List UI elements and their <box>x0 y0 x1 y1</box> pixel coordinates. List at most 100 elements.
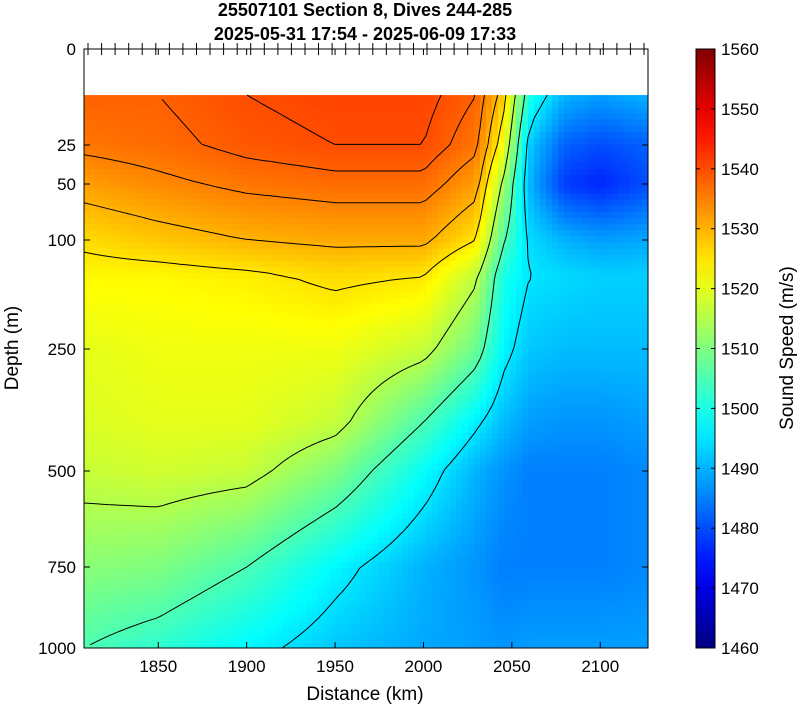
field-cell <box>636 328 643 336</box>
field-cell <box>480 254 487 262</box>
field-cell <box>348 131 355 139</box>
field-cell <box>444 334 451 342</box>
field-cell <box>132 193 139 201</box>
field-cell <box>264 211 271 219</box>
field-cell <box>372 383 379 391</box>
field-cell <box>378 414 385 422</box>
field-cell <box>582 95 589 102</box>
field-cell <box>396 359 403 366</box>
field-cell <box>534 242 541 250</box>
field-cell <box>96 371 103 379</box>
field-cell <box>378 334 385 342</box>
field-cell <box>498 224 505 231</box>
field-cell <box>438 322 445 330</box>
field-cell <box>288 365 295 373</box>
field-cell <box>270 101 277 108</box>
field-cell <box>240 408 247 416</box>
field-cell <box>576 322 583 330</box>
field-cell <box>162 205 169 213</box>
field-cell <box>258 389 265 397</box>
field-cell <box>588 316 595 323</box>
field-cell <box>612 383 619 391</box>
field-cell <box>366 168 373 176</box>
field-cell <box>462 107 469 115</box>
field-cell <box>318 260 325 268</box>
field-cell <box>558 365 565 373</box>
field-cell <box>84 95 91 102</box>
field-cell <box>438 365 445 373</box>
field-cell <box>630 138 637 145</box>
field-cell <box>414 217 421 225</box>
field-cell <box>198 322 205 330</box>
field-cell <box>108 371 115 379</box>
field-cell <box>600 396 607 403</box>
field-cell <box>480 402 487 409</box>
field-cell <box>492 168 499 176</box>
field-cell <box>312 408 319 416</box>
field-cell <box>318 328 325 336</box>
field-cell <box>570 125 577 133</box>
field-cell <box>450 260 457 268</box>
field-cell <box>306 353 313 360</box>
field-cell <box>360 181 367 188</box>
field-cell <box>180 303 187 311</box>
field-cell <box>420 365 427 373</box>
field-cell <box>228 138 235 145</box>
field-cell <box>120 260 127 268</box>
field-cell <box>624 260 631 268</box>
field-cell <box>444 310 451 317</box>
field-cell <box>510 230 517 237</box>
field-cell <box>606 144 613 151</box>
field-cell <box>174 236 181 244</box>
field-cell <box>546 396 553 403</box>
field-cell <box>474 285 481 293</box>
field-cell <box>450 328 457 336</box>
field-cell <box>564 353 571 360</box>
field-cell <box>234 224 241 231</box>
field-cell <box>180 224 187 231</box>
field-cell <box>264 322 271 330</box>
field-cell <box>336 113 343 121</box>
field-cell <box>432 138 439 145</box>
field-cell <box>516 101 523 108</box>
field-cell <box>498 365 505 373</box>
field-cell <box>252 119 259 127</box>
field-cell <box>114 316 121 323</box>
field-cell <box>564 297 571 305</box>
field-cell <box>84 224 91 231</box>
field-cell <box>330 340 337 348</box>
field-cell <box>162 365 169 373</box>
field-cell <box>282 236 289 244</box>
field-cell <box>558 402 565 409</box>
field-cell <box>486 242 493 250</box>
field-cell <box>486 414 493 422</box>
field-cell <box>246 125 253 133</box>
field-cell <box>198 396 205 403</box>
field-cell <box>480 224 487 231</box>
field-cell <box>588 205 595 213</box>
field-cell <box>246 174 253 182</box>
field-cell <box>174 101 181 108</box>
field-cell <box>402 138 409 145</box>
field-cell <box>282 346 289 354</box>
field-cell <box>510 316 517 323</box>
field-cell <box>90 230 97 237</box>
field-cell <box>492 402 499 409</box>
field-cell <box>486 254 493 262</box>
field-cell <box>414 125 421 133</box>
field-cell <box>144 162 151 170</box>
field-cell <box>462 359 469 366</box>
field-cell <box>138 95 145 102</box>
field-cell <box>222 199 229 207</box>
field-cell <box>138 199 145 207</box>
field-cell <box>612 224 619 231</box>
field-cell <box>492 107 499 115</box>
field-cell <box>90 131 97 139</box>
field-cell <box>294 377 301 385</box>
field-cell <box>324 162 331 170</box>
field-cell <box>168 144 175 151</box>
field-cell <box>210 254 217 262</box>
field-cell <box>354 150 361 158</box>
field-cell <box>234 205 241 213</box>
field-cell <box>504 359 511 366</box>
